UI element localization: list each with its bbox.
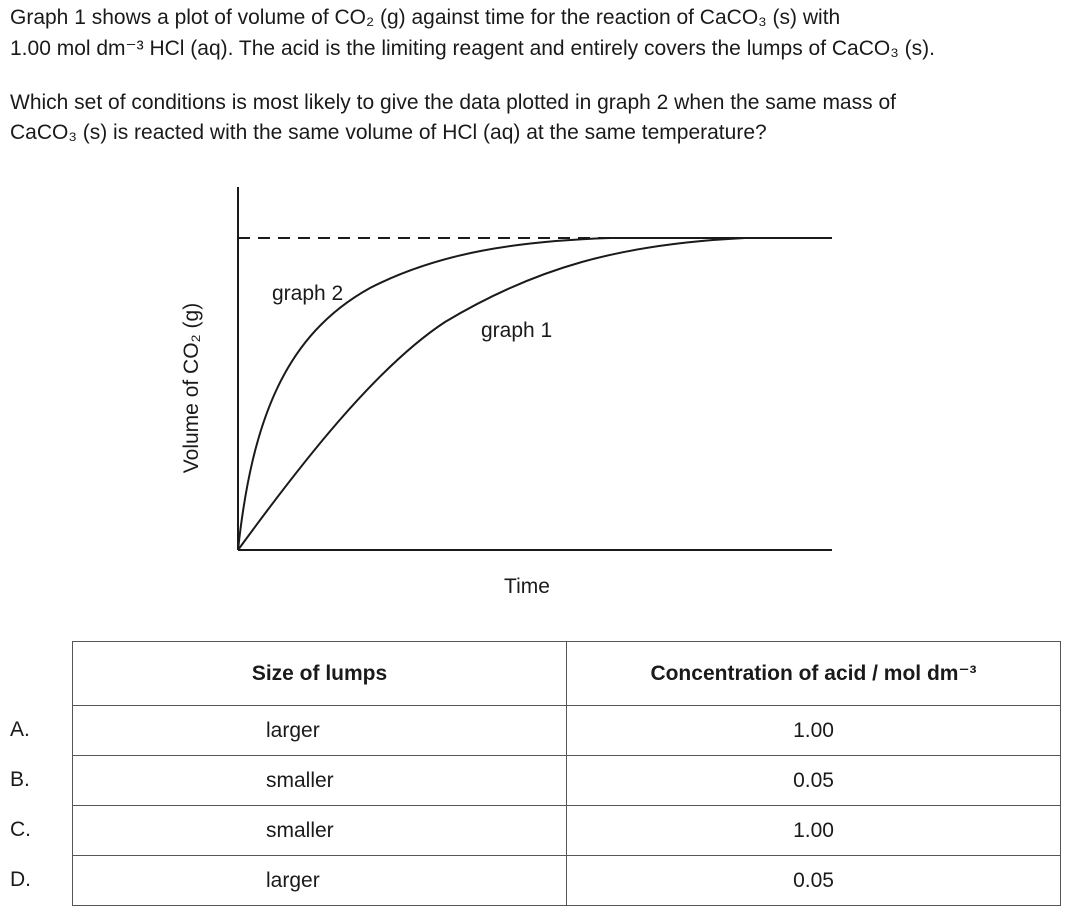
x-axis-label: Time [504, 575, 550, 598]
size-cell: smaller [72, 805, 567, 856]
curve-label: graph 1 [481, 319, 552, 342]
concentration-cell: 0.05 [566, 755, 1061, 806]
question-line: CaCO₃ (s) is reacted with the same volum… [10, 121, 767, 144]
size-cell: smaller [72, 755, 567, 806]
curve-label: graph 2 [272, 282, 343, 305]
option-row: larger 1.00 [72, 705, 1061, 756]
concentration-cell: 0.05 [566, 855, 1061, 906]
concentration-cell: 1.00 [566, 805, 1061, 856]
option-letter: B. [10, 768, 30, 791]
size-cell: larger [72, 705, 567, 756]
options-table: Size of lumps Concentration of acid / mo… [72, 641, 1061, 906]
question-line: 1.00 mol dm⁻³ HCl (aq). The acid is the … [10, 37, 935, 60]
table-body: larger 1.00 smaller 0.05 smaller 1.00 larger 0.… [72, 705, 1061, 906]
question-line: Which set of conditions is most likely t… [10, 91, 896, 114]
option-letter: C. [10, 818, 31, 841]
curve-graph-1 [237, 237, 832, 551]
curve-graph-2 [237, 237, 832, 551]
header-cell: Size of lumps [72, 641, 567, 706]
size-cell: larger [72, 855, 567, 906]
option-letter: D. [10, 868, 31, 891]
header-cell: Concentration of acid / mol dm⁻³ [566, 641, 1061, 706]
option-row: smaller 1.00 [72, 805, 1061, 856]
option-row: smaller 0.05 [72, 755, 1061, 806]
header-row: Size of lumps Concentration of acid / mo… [72, 641, 1061, 706]
y-axis-label: Volume of CO₂ (g) [180, 303, 203, 473]
option-letter: A. [10, 718, 30, 741]
figure: graph 2 graph 1 Volume of CO₂ (g) Time [180, 187, 832, 598]
option-row: larger 0.05 [72, 855, 1061, 906]
concentration-cell: 1.00 [566, 705, 1061, 756]
question-line: Graph 1 shows a plot of volume of CO₂ (g… [10, 6, 841, 29]
